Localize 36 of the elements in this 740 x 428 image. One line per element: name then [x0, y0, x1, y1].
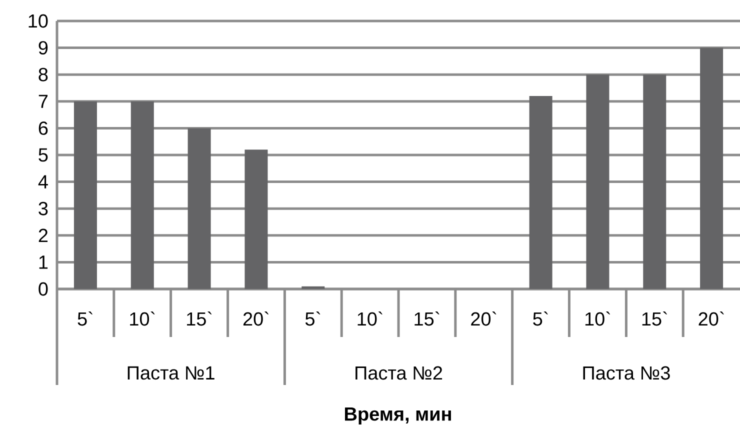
x-tick-label: 15`	[414, 312, 440, 326]
bar	[188, 128, 211, 289]
bar	[130, 101, 154, 289]
x-tick-label: 5`	[78, 312, 92, 326]
x-axis-title: Время, мин	[344, 407, 451, 425]
text: Паста №1	[128, 366, 214, 380]
y-tick-label: 8	[38, 68, 48, 82]
x-tick-label: 15`	[187, 312, 212, 326]
y-tick-label: 7	[38, 94, 48, 108]
y-tick-label: 9	[38, 41, 48, 55]
x-tick-label: 20`	[698, 312, 724, 326]
y-tick-label: 5	[38, 148, 48, 162]
bar	[74, 101, 97, 289]
x-tick-label: 10`	[585, 312, 610, 326]
x-tick-label: 5`	[533, 312, 548, 326]
x-tick-label: 15`	[642, 312, 667, 326]
y-tick-label: 1	[39, 256, 48, 269]
y-tick-label: 0	[38, 282, 48, 296]
y-tick-label: 10	[28, 14, 48, 28]
bar	[643, 74, 666, 289]
y-tick-label: 6	[38, 121, 48, 135]
x-tick-label: 20`	[471, 312, 496, 326]
text: Паста №2	[356, 366, 442, 380]
x-tick-label: 5`	[305, 312, 320, 326]
y-tick-label: 2	[38, 228, 48, 242]
y-tick-label: 4	[38, 175, 48, 188]
x-tick-label: 10`	[130, 312, 155, 326]
x-tick-label: 10`	[358, 312, 382, 326]
bar	[700, 48, 724, 289]
text: Паста №3	[583, 366, 670, 380]
y-tick-label: 3	[38, 202, 48, 216]
bar	[529, 96, 552, 289]
bar	[244, 150, 268, 289]
bar	[586, 74, 610, 289]
x-tick-label: 20`	[243, 312, 269, 326]
bar	[302, 286, 325, 289]
